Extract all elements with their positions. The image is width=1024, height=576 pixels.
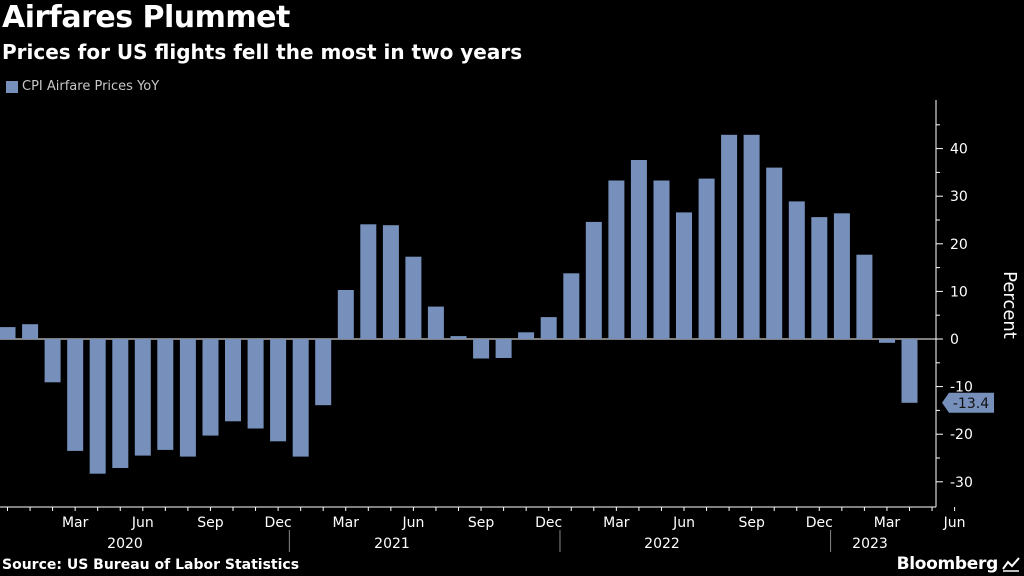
y-tick-label: -20 bbox=[950, 427, 973, 443]
bar bbox=[676, 212, 692, 339]
x-month-label: Dec bbox=[535, 515, 562, 531]
bar bbox=[134, 339, 151, 456]
x-month-label: Mar bbox=[874, 515, 901, 531]
x-month-label: Dec bbox=[265, 515, 292, 531]
x-month-label: Sep bbox=[468, 515, 495, 531]
source-note: Source: US Bureau of Labor Statistics bbox=[2, 557, 300, 573]
x-month-label: Dec bbox=[806, 515, 833, 531]
bar bbox=[44, 339, 61, 383]
bar bbox=[540, 317, 557, 339]
bar bbox=[360, 224, 377, 339]
bar bbox=[833, 213, 850, 339]
bar bbox=[405, 256, 422, 339]
x-year-label: 2020 bbox=[107, 536, 143, 552]
bar bbox=[337, 290, 354, 339]
bar bbox=[721, 134, 738, 339]
bar bbox=[382, 225, 399, 339]
bar bbox=[653, 180, 670, 339]
x-month-label: Mar bbox=[603, 515, 630, 531]
bar bbox=[450, 336, 467, 339]
bar bbox=[495, 339, 512, 358]
bar bbox=[67, 339, 84, 451]
x-month-label: Jun bbox=[672, 515, 695, 531]
bloomberg-chart-icon bbox=[1002, 557, 1020, 572]
x-month-label: Jun bbox=[401, 515, 424, 531]
bar bbox=[270, 339, 287, 442]
legend-swatch bbox=[6, 80, 18, 93]
bar bbox=[630, 160, 647, 339]
y-tick-label: 30 bbox=[950, 189, 968, 205]
bar bbox=[788, 201, 805, 339]
bar bbox=[879, 339, 895, 343]
y-tick-label: -30 bbox=[950, 475, 973, 491]
bar bbox=[766, 167, 783, 339]
last-value-label: -13.4 bbox=[953, 396, 989, 412]
bar bbox=[698, 178, 715, 339]
bar bbox=[315, 339, 332, 406]
last-value-callout bbox=[942, 392, 994, 413]
bar bbox=[901, 339, 918, 403]
bar bbox=[518, 332, 535, 339]
bar bbox=[608, 180, 625, 339]
brand-logo-text: Bloomberg bbox=[896, 554, 999, 574]
y-tick-label: 20 bbox=[950, 237, 968, 253]
bar bbox=[179, 339, 196, 457]
x-month-label: Jun bbox=[131, 515, 154, 531]
y-tick-label: 0 bbox=[950, 332, 959, 348]
x-month-label: Mar bbox=[333, 515, 360, 531]
x-year-label: 2023 bbox=[852, 536, 888, 552]
y-tick-label: 40 bbox=[950, 142, 968, 158]
legend: CPI Airfare Prices YoY bbox=[6, 79, 159, 94]
bar bbox=[89, 339, 106, 474]
bar bbox=[811, 217, 828, 339]
x-month-label: Mar bbox=[62, 515, 89, 531]
x-month-label: Jun bbox=[943, 515, 966, 531]
bar bbox=[0, 327, 16, 339]
bar bbox=[247, 339, 264, 429]
x-month-label: Sep bbox=[197, 515, 224, 531]
bar bbox=[225, 339, 241, 422]
bar bbox=[856, 254, 873, 339]
y-tick-label: -10 bbox=[950, 380, 973, 396]
bar bbox=[157, 339, 174, 450]
x-month-label: Sep bbox=[738, 515, 765, 531]
bar bbox=[202, 339, 219, 436]
bar bbox=[563, 273, 580, 339]
bar bbox=[292, 339, 309, 457]
y-tick-label: 10 bbox=[950, 284, 968, 300]
chart-subtitle: Prices for US flights fell the most in t… bbox=[2, 40, 523, 64]
legend-label: CPI Airfare Prices YoY bbox=[22, 79, 160, 94]
bar bbox=[473, 339, 490, 359]
x-year-label: 2022 bbox=[644, 536, 680, 552]
bar bbox=[112, 339, 129, 468]
x-year-label: 2021 bbox=[374, 536, 410, 552]
bar bbox=[743, 134, 760, 339]
bar bbox=[585, 221, 602, 339]
chart-title: Airfares Plummet bbox=[2, 0, 290, 35]
bar bbox=[427, 306, 444, 339]
y-axis-label: Percent bbox=[999, 271, 1020, 339]
bar bbox=[22, 324, 39, 339]
